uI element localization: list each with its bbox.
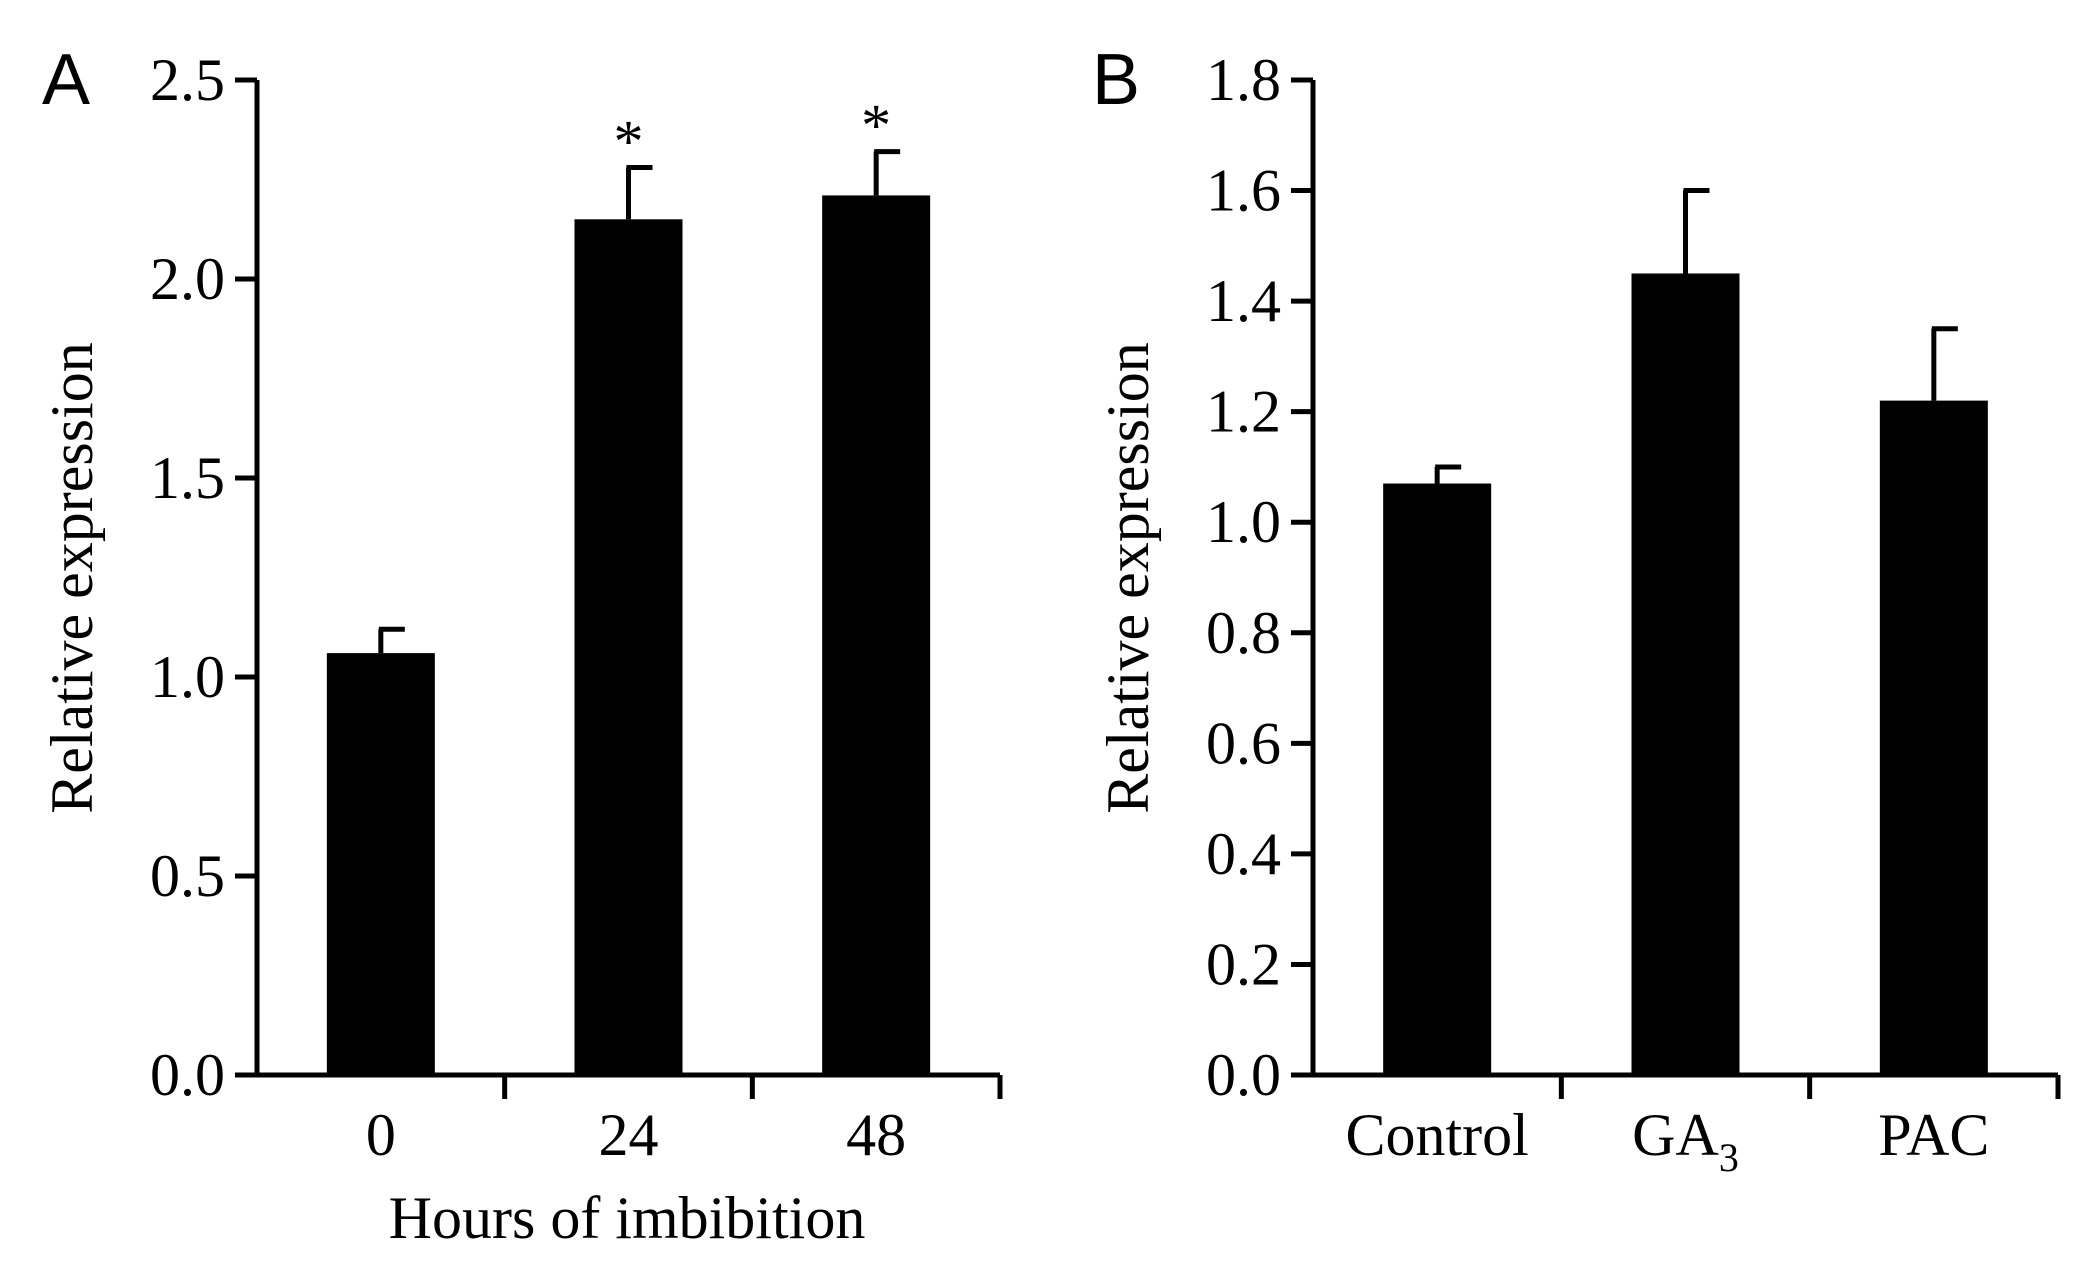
x-tick-label: 48 <box>846 1102 906 1168</box>
x-tick-label: GA3 <box>1632 1102 1739 1180</box>
y-tick-label: 0.8 <box>1206 600 1281 666</box>
y-tick-label: 1.8 <box>1206 47 1281 113</box>
panel-b-x-ticks <box>1558 1075 2061 1099</box>
y-tick-label: 1.0 <box>1206 489 1281 555</box>
y-tick-label: 0.0 <box>150 1042 225 1108</box>
panel-a-y-axis-title: Relative expression <box>39 342 105 814</box>
bar-ga <box>1631 273 1740 1075</box>
y-tick-label: 0.5 <box>150 843 225 909</box>
y-tick-label: 0.4 <box>1206 821 1281 887</box>
y-tick-label: 0.0 <box>1206 1042 1281 1108</box>
panel-b-bars: Control GA3 PAC <box>1345 188 1989 1180</box>
y-tick-label: 1.0 <box>150 644 225 710</box>
bar-48 <box>822 195 931 1076</box>
panel-a-x-ticks <box>502 1075 1003 1099</box>
panel-b-y-axis-title: Relative expression <box>1095 342 1161 814</box>
y-tick-label: 1.6 <box>1206 158 1281 224</box>
y-tick-label: 2.5 <box>150 47 225 113</box>
panel-a-y-ticks: 0.0 0.5 1.0 1.5 2.0 2.5 <box>150 47 257 1108</box>
y-tick-label: 2.0 <box>150 246 225 312</box>
y-tick-label: 0.6 <box>1206 710 1281 776</box>
y-tick-label: 0.2 <box>1206 931 1281 997</box>
panel-a: A 0 24 * 48 * 0.0 0.5 1.0 1.5 2.0 2.5 Relative ex… <box>39 40 1003 1251</box>
bar-control <box>1383 483 1492 1075</box>
x-tick-label: 0 <box>366 1102 396 1168</box>
y-tick-label: 1.4 <box>1206 268 1281 334</box>
significance-star: * <box>614 109 644 175</box>
panel-b: B Control GA3 PAC 0.0 0.2 0.4 0.6 0.8 1.0 1.2 1.4… <box>1092 40 2061 1180</box>
y-tick-label: 1.2 <box>1206 379 1281 445</box>
bar-0 <box>326 653 435 1075</box>
panel-b-letter: B <box>1092 40 1140 120</box>
x-tick-label: 24 <box>599 1102 659 1168</box>
x-tick-label-subscript: 3 <box>1719 1135 1739 1180</box>
panel-a-x-axis-title: Hours of imbibition <box>389 1185 866 1251</box>
panel-b-y-ticks: 0.0 0.2 0.4 0.6 0.8 1.0 1.2 1.4 1.6 1.8 <box>1206 47 1313 1108</box>
x-tick-label: PAC <box>1878 1102 1989 1168</box>
significance-star: * <box>861 93 891 159</box>
x-tick-label: Control <box>1345 1102 1528 1168</box>
y-tick-label: 1.5 <box>150 445 225 511</box>
panel-a-letter: A <box>42 40 90 120</box>
bar-24 <box>574 219 683 1076</box>
panel-a-bars: 0 24 * 48 * <box>326 93 931 1168</box>
bar-pac <box>1879 400 1988 1076</box>
